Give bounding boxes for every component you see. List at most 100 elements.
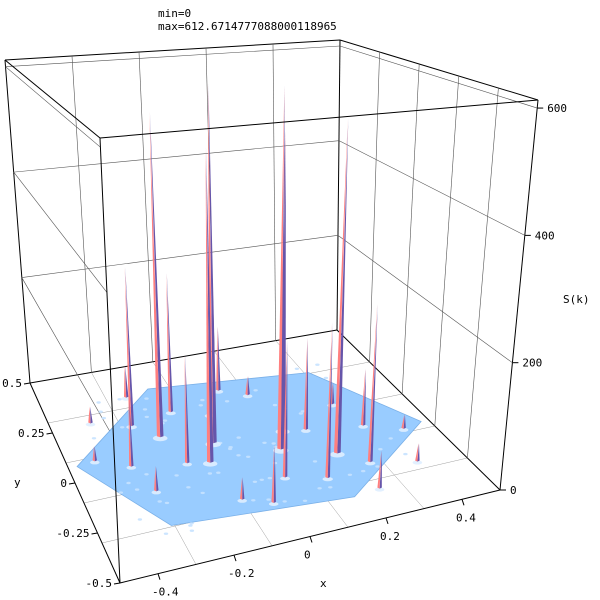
surface-texture-bump: [157, 500, 162, 503]
surface-texture-bump: [164, 501, 170, 505]
surface-texture-bump: [294, 367, 300, 370]
z-axis-label: S(k): [563, 293, 590, 306]
peak-spike-shadow: [206, 147, 214, 463]
x-tick-label: -0.2: [228, 567, 255, 580]
peak-base-ripple: [412, 460, 423, 465]
plot-box-back: [4, 39, 539, 491]
surface-texture-bump: [117, 398, 122, 401]
surface-texture-bump: [246, 455, 251, 458]
box-edge-top-front-right: [99, 99, 539, 139]
peak-spike-lit: [240, 477, 243, 500]
grid-line-rear-right-horizontal: [337, 235, 513, 363]
peak-spike-lit: [277, 85, 285, 450]
peak-base-ripple: [329, 451, 345, 458]
y-tick-label: 0: [60, 477, 67, 490]
peak-spike-shadow: [363, 368, 366, 426]
grid-line-rear-right-horizontal: [338, 140, 525, 236]
box-edge-back-vertical-rear: [336, 39, 341, 331]
peak-spike-shadow: [94, 446, 97, 462]
peak-base-ripple: [268, 502, 279, 506]
peak-spike-shadow: [155, 466, 159, 492]
peak-base-ripple: [85, 422, 96, 427]
y-axis-tick: [91, 532, 98, 535]
peak-base-ripple: [358, 424, 368, 429]
surface-texture-bump: [188, 524, 193, 527]
surface-base-plane: [76, 372, 422, 526]
y-tick-label: 0.5: [2, 377, 22, 390]
surface-texture-bump: [252, 480, 258, 483]
max-annotation: max=612.6714777088000118965: [158, 20, 337, 33]
surface-texture-bump: [262, 441, 267, 444]
peak-spike-lit: [401, 414, 405, 429]
grid-line-rear-right-vertical: [467, 87, 499, 459]
surface-texture-bump: [98, 410, 103, 413]
peak-base-ripple: [213, 389, 224, 394]
peak-spike-shadow: [208, 83, 217, 444]
surface-texture-bump: [323, 376, 329, 380]
peak-spike-shadow: [379, 450, 382, 489]
peak-spike-lit: [360, 368, 366, 426]
axis-ticks-layer: -0.4 -0.2 0 0.2 0.4 0.5 0.25 0 -0.25 -0.5 0 200 400 6…: [2, 102, 567, 599]
x-axis-tick: [233, 554, 237, 562]
peak-spike-shadow: [332, 382, 335, 405]
peak-spike-shadow: [129, 399, 134, 467]
peak-base-ripple: [374, 487, 385, 492]
surface-texture-bump: [259, 478, 264, 481]
surface-texture-bump: [224, 400, 230, 403]
surface-texture-bump: [300, 410, 305, 413]
peak-spike-lit: [205, 147, 211, 463]
surface-texture-bump: [317, 487, 322, 490]
y-axis-tick: [68, 482, 76, 485]
surface-texture-bump: [163, 532, 169, 535]
surface-texture-bump: [298, 412, 304, 415]
peak-spike-lit: [166, 273, 171, 413]
surface-texture-bump: [144, 415, 149, 419]
y-tick-label: -0.25: [56, 527, 89, 540]
grid-line-rear-left-horizontal: [13, 140, 339, 173]
surface-texture-bump: [198, 404, 203, 407]
surface-peaks-layer: [85, 83, 423, 506]
grid-line-rear-left-horizontal: [21, 235, 339, 278]
peak-spike-shadow: [185, 354, 190, 464]
surface-texture-bump: [315, 363, 320, 366]
surface-texture-bump: [236, 436, 241, 439]
peak-spike-lit: [207, 83, 214, 444]
surface-texture-bump: [134, 488, 140, 491]
grid-line-left-horizontal: [21, 277, 114, 438]
grid-line-left-horizontal: [13, 171, 108, 293]
y-axis-label: y: [14, 476, 21, 489]
surface-texture-bump: [200, 491, 205, 495]
peak-spike-lit: [303, 338, 308, 430]
peak-spike-lit: [271, 444, 275, 503]
peak-base-ripple: [151, 490, 162, 495]
surface-texture-bump: [142, 408, 148, 411]
peak-spike-lit: [124, 266, 132, 427]
grid-line-rear-left-horizontal: [5, 45, 340, 67]
box-edge-front-vertical: [99, 137, 121, 584]
y-axis-tick: [113, 582, 121, 585]
peak-spike-lit: [149, 111, 161, 438]
surface-texture-bump: [189, 529, 195, 532]
peak-spike-lit: [245, 376, 248, 396]
surface-texture-bump: [267, 476, 272, 480]
surface-texture-bump: [347, 473, 353, 476]
surface-texture-bump: [207, 472, 213, 475]
box-edge-back-bottom-left: [29, 329, 338, 384]
grid-line-left-horizontal: [5, 66, 101, 148]
surface-texture-bump: [328, 486, 333, 489]
grid-line-rear-right-vertical: [434, 75, 460, 427]
peak-spike-shadow: [149, 111, 164, 438]
grid-line-rear-left-vertical: [272, 43, 276, 341]
surface-texture-bump: [174, 474, 179, 477]
surface-texture-bump: [144, 473, 149, 476]
peak-spike-shadow: [370, 304, 378, 463]
surface-texture-bump: [271, 442, 276, 445]
surface-texture-bump: [378, 448, 383, 451]
peak-spike-lit: [216, 326, 219, 391]
peak-spike-lit: [367, 304, 378, 463]
peak-base-ripple: [242, 394, 253, 399]
surface-texture-bump: [189, 522, 194, 525]
x-axis-label: x: [320, 577, 327, 590]
box-edge-top-rear-left: [4, 39, 341, 61]
